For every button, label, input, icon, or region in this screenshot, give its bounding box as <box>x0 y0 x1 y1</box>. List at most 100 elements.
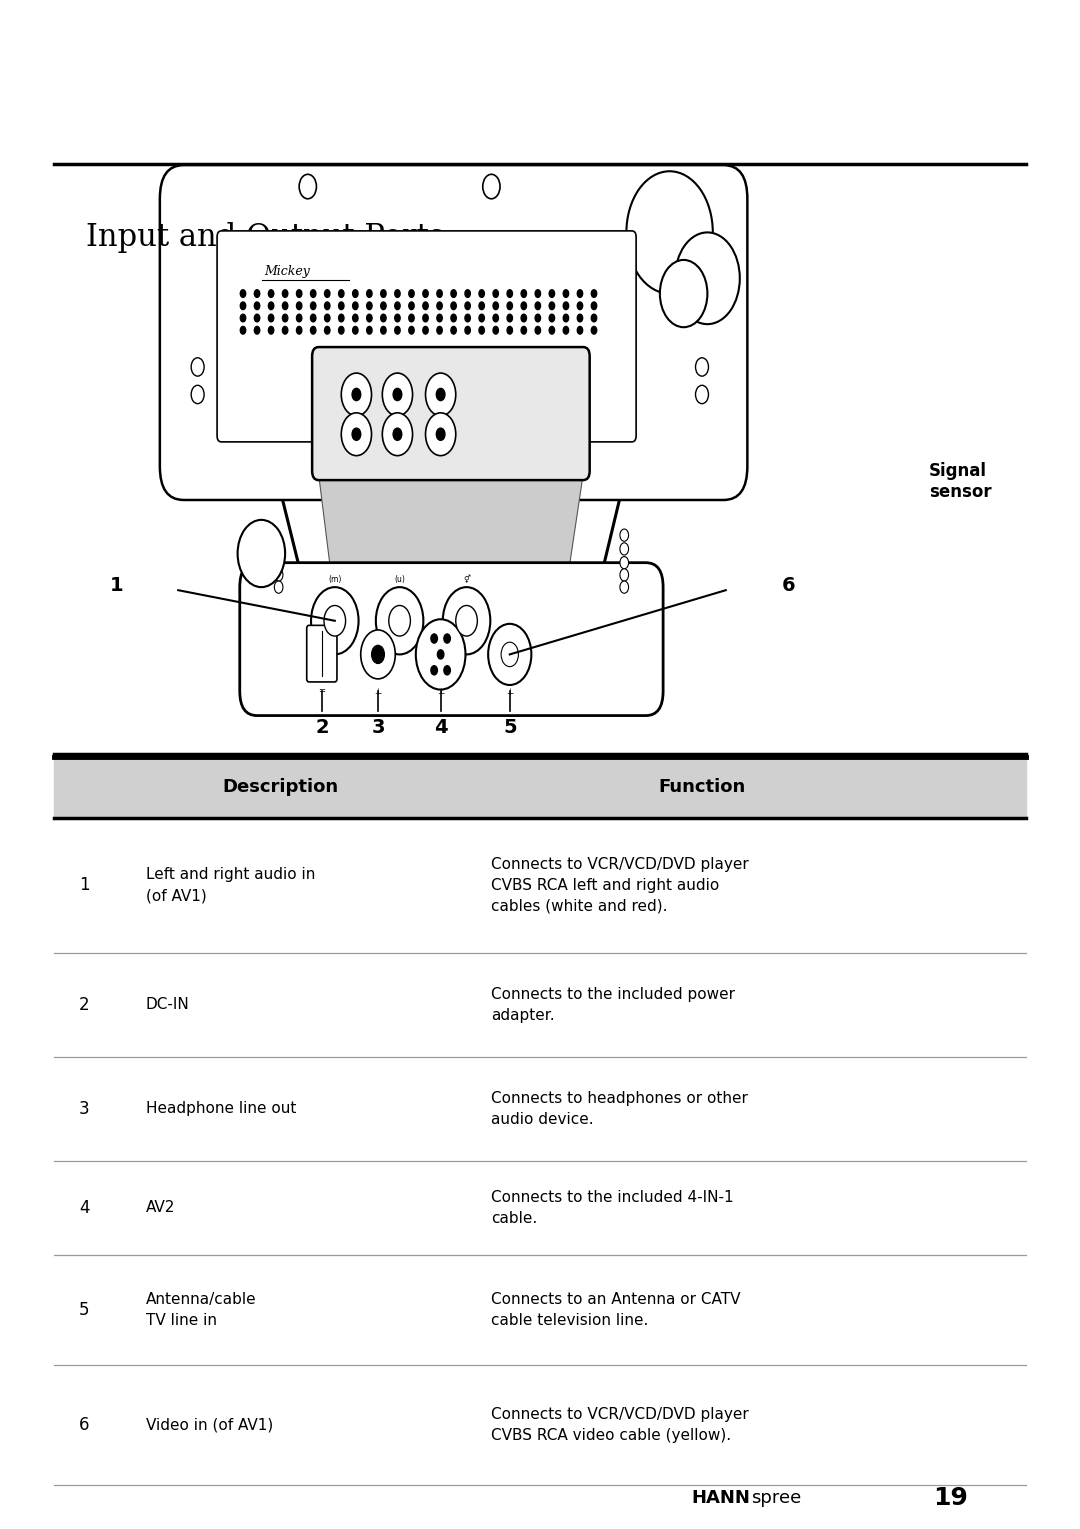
Circle shape <box>620 543 629 555</box>
Circle shape <box>352 428 361 440</box>
Circle shape <box>620 557 629 569</box>
Circle shape <box>443 587 490 654</box>
Circle shape <box>494 289 499 297</box>
Circle shape <box>522 289 527 297</box>
FancyBboxPatch shape <box>217 231 636 442</box>
Circle shape <box>299 174 316 199</box>
Circle shape <box>536 301 541 309</box>
Circle shape <box>339 301 345 309</box>
Circle shape <box>431 665 437 674</box>
Circle shape <box>564 326 569 333</box>
Circle shape <box>444 665 450 674</box>
Circle shape <box>465 289 471 297</box>
Circle shape <box>268 313 274 321</box>
Text: HANN: HANN <box>691 1489 751 1508</box>
Text: 5: 5 <box>79 1301 90 1320</box>
Text: Mickey: Mickey <box>265 265 310 278</box>
Circle shape <box>381 301 387 309</box>
Circle shape <box>283 301 287 309</box>
Circle shape <box>296 313 302 321</box>
Text: 4: 4 <box>79 1199 90 1217</box>
Circle shape <box>508 301 513 309</box>
Circle shape <box>311 587 359 654</box>
Circle shape <box>382 373 413 416</box>
Circle shape <box>339 289 345 297</box>
FancyBboxPatch shape <box>240 563 663 716</box>
Circle shape <box>255 301 260 309</box>
Circle shape <box>437 650 444 659</box>
Circle shape <box>361 630 395 679</box>
Circle shape <box>536 326 541 333</box>
Circle shape <box>437 289 443 297</box>
Circle shape <box>592 313 597 321</box>
Text: =: = <box>319 687 325 696</box>
Circle shape <box>564 301 569 309</box>
Circle shape <box>296 326 302 333</box>
Circle shape <box>423 326 429 333</box>
Text: ⊥: ⊥ <box>507 687 513 696</box>
Circle shape <box>311 326 316 333</box>
Circle shape <box>274 557 283 569</box>
Circle shape <box>423 289 429 297</box>
Circle shape <box>311 313 316 321</box>
Text: 3: 3 <box>372 719 384 737</box>
Circle shape <box>626 171 713 294</box>
Circle shape <box>325 326 330 333</box>
Text: Video in (of AV1): Video in (of AV1) <box>146 1417 273 1433</box>
Circle shape <box>483 174 500 199</box>
Text: 6: 6 <box>782 576 795 595</box>
Circle shape <box>660 260 707 327</box>
Circle shape <box>437 301 443 309</box>
FancyBboxPatch shape <box>307 625 337 682</box>
Circle shape <box>696 385 708 404</box>
Circle shape <box>283 313 287 321</box>
Circle shape <box>456 605 477 636</box>
Circle shape <box>423 301 429 309</box>
Circle shape <box>325 289 330 297</box>
Text: Connects to the included power
adapter.: Connects to the included power adapter. <box>491 986 735 1023</box>
Circle shape <box>480 326 485 333</box>
Circle shape <box>341 373 372 416</box>
Circle shape <box>564 289 569 297</box>
Circle shape <box>296 301 302 309</box>
Circle shape <box>436 388 445 401</box>
Circle shape <box>536 289 541 297</box>
Circle shape <box>494 301 499 309</box>
Text: 1: 1 <box>79 876 90 894</box>
Circle shape <box>592 289 597 297</box>
Circle shape <box>238 520 285 587</box>
Circle shape <box>426 373 456 416</box>
Circle shape <box>592 326 597 333</box>
Text: 2: 2 <box>79 995 90 1014</box>
Circle shape <box>381 313 387 321</box>
Circle shape <box>620 581 629 593</box>
Circle shape <box>465 326 471 333</box>
Text: Connects to VCR/VCD/DVD player
CVBS RCA left and right audio
cables (white and r: Connects to VCR/VCD/DVD player CVBS RCA … <box>491 856 750 914</box>
Text: (m): (m) <box>328 575 341 584</box>
Circle shape <box>283 326 287 333</box>
Circle shape <box>522 313 527 321</box>
Circle shape <box>367 326 373 333</box>
Circle shape <box>353 301 359 309</box>
Circle shape <box>241 313 246 321</box>
Text: 2: 2 <box>315 719 328 737</box>
Circle shape <box>191 358 204 376</box>
Circle shape <box>437 313 443 321</box>
Circle shape <box>508 289 513 297</box>
Text: Signal
sensor: Signal sensor <box>929 462 991 502</box>
Text: Connects to headphones or other
audio device.: Connects to headphones or other audio de… <box>491 1090 748 1127</box>
Circle shape <box>437 326 443 333</box>
Circle shape <box>268 289 274 297</box>
Circle shape <box>508 313 513 321</box>
Text: (u): (u) <box>394 575 405 584</box>
Text: spree: spree <box>751 1489 801 1508</box>
Circle shape <box>550 313 555 321</box>
Circle shape <box>416 619 465 690</box>
Bar <box>54 757 1026 818</box>
Circle shape <box>522 326 527 333</box>
Circle shape <box>696 358 708 376</box>
Circle shape <box>352 388 361 401</box>
Text: ⊥: ⊥ <box>437 687 444 696</box>
Circle shape <box>578 301 583 309</box>
Circle shape <box>536 313 541 321</box>
